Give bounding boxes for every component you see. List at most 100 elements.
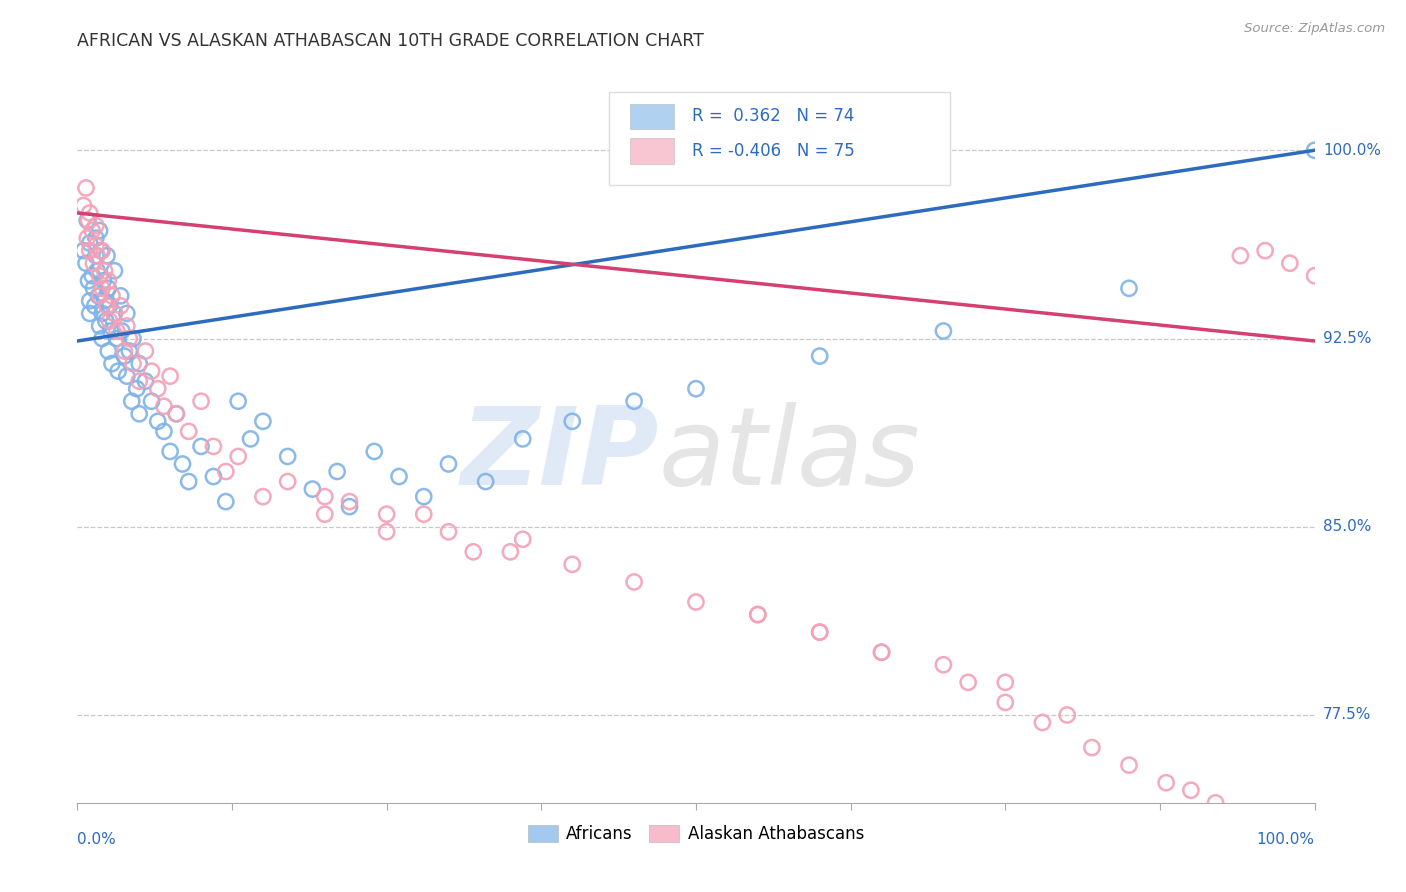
Point bbox=[128, 407, 150, 421]
Point bbox=[79, 206, 101, 220]
Point bbox=[202, 439, 225, 453]
Point bbox=[75, 181, 97, 195]
Point bbox=[870, 645, 893, 659]
Point bbox=[808, 625, 831, 640]
Point bbox=[75, 256, 97, 270]
Point bbox=[105, 324, 128, 338]
Point bbox=[89, 289, 111, 303]
Text: AFRICAN VS ALASKAN ATHABASCAN 10TH GRADE CORRELATION CHART: AFRICAN VS ALASKAN ATHABASCAN 10TH GRADE… bbox=[77, 32, 704, 50]
Point bbox=[277, 475, 299, 489]
Text: 85.0%: 85.0% bbox=[1323, 519, 1371, 534]
Point bbox=[252, 490, 274, 504]
Point bbox=[128, 357, 150, 371]
Point bbox=[1205, 796, 1227, 810]
Point bbox=[437, 457, 460, 471]
Point bbox=[226, 394, 249, 409]
Point bbox=[72, 198, 94, 212]
Point bbox=[463, 545, 485, 559]
Point bbox=[82, 256, 104, 270]
Point bbox=[1118, 281, 1140, 295]
Text: atlas: atlas bbox=[659, 402, 921, 508]
Point bbox=[339, 500, 361, 514]
Point bbox=[96, 299, 118, 313]
Point bbox=[84, 249, 107, 263]
Point bbox=[98, 299, 121, 313]
Point bbox=[339, 494, 361, 508]
Point bbox=[957, 675, 980, 690]
Point bbox=[153, 399, 176, 413]
Point bbox=[86, 249, 108, 263]
Point bbox=[83, 299, 105, 313]
Point bbox=[121, 394, 143, 409]
Point bbox=[79, 236, 101, 251]
Point bbox=[115, 318, 138, 333]
Point bbox=[177, 475, 200, 489]
Point bbox=[808, 625, 831, 640]
Point bbox=[72, 244, 94, 258]
Point bbox=[412, 490, 434, 504]
Text: R =  0.362   N = 74: R = 0.362 N = 74 bbox=[692, 108, 855, 126]
Point bbox=[685, 382, 707, 396]
Point bbox=[134, 374, 156, 388]
Point bbox=[994, 675, 1017, 690]
Point bbox=[685, 595, 707, 609]
Point bbox=[93, 264, 115, 278]
Point bbox=[159, 369, 181, 384]
Point bbox=[412, 507, 434, 521]
Point bbox=[190, 394, 212, 409]
Point bbox=[115, 306, 138, 320]
Point bbox=[932, 324, 955, 338]
Point bbox=[90, 244, 112, 258]
Point bbox=[96, 249, 118, 263]
Point bbox=[87, 289, 110, 303]
Point bbox=[128, 374, 150, 388]
Point bbox=[77, 274, 100, 288]
Text: 100.0%: 100.0% bbox=[1323, 143, 1381, 158]
Point bbox=[103, 306, 125, 320]
Point bbox=[277, 450, 299, 464]
Point bbox=[1229, 249, 1251, 263]
Point bbox=[79, 306, 101, 320]
Point bbox=[747, 607, 769, 622]
Point bbox=[870, 645, 893, 659]
FancyBboxPatch shape bbox=[630, 138, 673, 164]
Point bbox=[202, 469, 225, 483]
Point bbox=[82, 268, 104, 283]
Point bbox=[561, 414, 583, 428]
Point bbox=[84, 238, 107, 252]
Point bbox=[101, 289, 124, 303]
Point bbox=[111, 324, 134, 338]
Point bbox=[165, 407, 187, 421]
Point bbox=[747, 607, 769, 622]
Point bbox=[107, 364, 129, 378]
Point bbox=[1031, 715, 1053, 730]
Point bbox=[89, 224, 111, 238]
Point bbox=[110, 289, 132, 303]
Point bbox=[561, 558, 583, 572]
Point bbox=[165, 407, 187, 421]
Point bbox=[190, 439, 212, 453]
Point bbox=[122, 357, 145, 371]
Point bbox=[1118, 758, 1140, 772]
Point bbox=[76, 213, 98, 227]
Text: R = -0.406   N = 75: R = -0.406 N = 75 bbox=[692, 143, 855, 161]
Point bbox=[215, 465, 238, 479]
Point bbox=[146, 414, 169, 428]
FancyBboxPatch shape bbox=[630, 103, 673, 129]
Point bbox=[103, 264, 125, 278]
Point bbox=[1278, 256, 1301, 270]
Point bbox=[89, 318, 111, 333]
Point bbox=[84, 231, 107, 245]
Point bbox=[98, 314, 121, 328]
Point bbox=[118, 344, 141, 359]
Point bbox=[177, 425, 200, 439]
Point bbox=[86, 264, 108, 278]
Text: 77.5%: 77.5% bbox=[1323, 707, 1371, 723]
Point bbox=[499, 545, 522, 559]
Point bbox=[375, 507, 398, 521]
Point bbox=[808, 349, 831, 363]
Legend: Africans, Alaskan Athabascans: Africans, Alaskan Athabascans bbox=[522, 819, 870, 850]
Point bbox=[1303, 143, 1326, 157]
Point bbox=[226, 450, 249, 464]
Point bbox=[512, 533, 534, 547]
